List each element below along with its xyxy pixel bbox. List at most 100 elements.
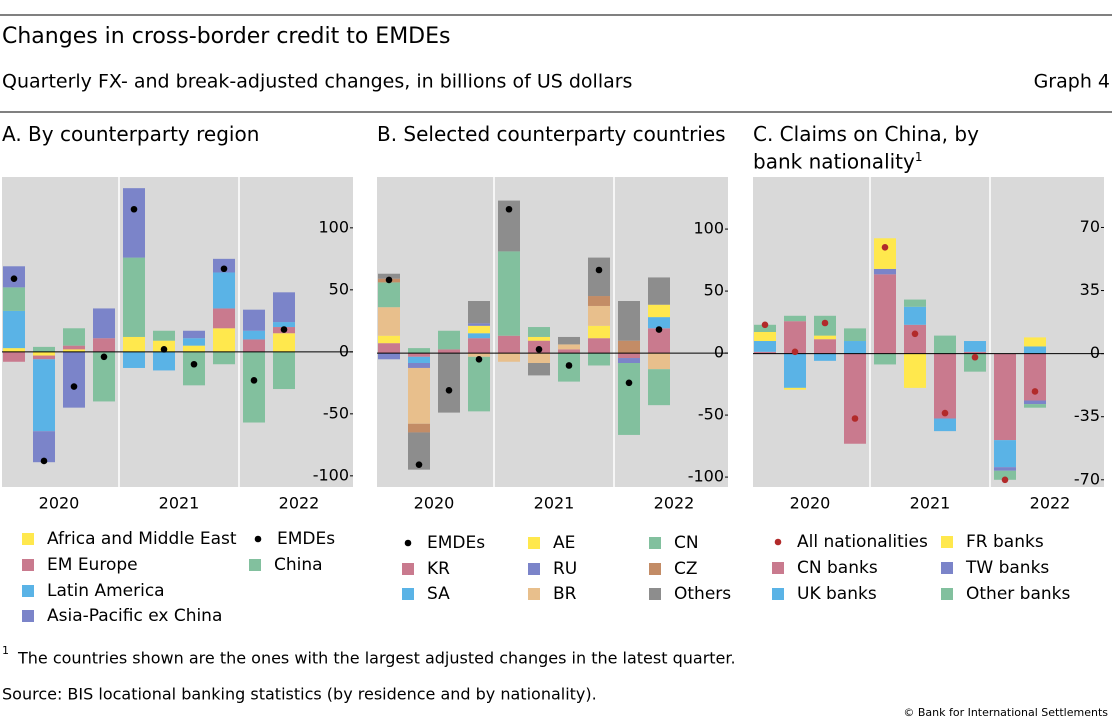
figure-subtitle: Quarterly FX- and break-adjusted changes… bbox=[2, 71, 632, 93]
bar bbox=[63, 328, 85, 346]
bar bbox=[528, 363, 550, 376]
bar bbox=[1024, 346, 1046, 354]
bar bbox=[3, 351, 25, 362]
bar bbox=[784, 315, 806, 322]
bar bbox=[243, 351, 265, 423]
legend-swatch bbox=[941, 536, 953, 548]
bar bbox=[243, 309, 265, 331]
y-tick-label: 100 bbox=[318, 217, 349, 236]
bar bbox=[648, 328, 670, 354]
y-tick-label: -100 bbox=[313, 465, 349, 484]
dot bbox=[851, 415, 859, 422]
bar bbox=[588, 305, 610, 326]
x-tick-label: 2021 bbox=[910, 494, 951, 513]
bar bbox=[904, 299, 926, 307]
bar bbox=[498, 200, 520, 252]
bar bbox=[408, 356, 430, 363]
bar bbox=[904, 306, 926, 325]
bar bbox=[784, 321, 806, 354]
bar bbox=[273, 333, 295, 352]
panel-title-text: C. Claims on China, by bank nationality bbox=[753, 122, 979, 174]
bar bbox=[123, 336, 145, 352]
bar bbox=[874, 274, 896, 354]
legend-label: Africa and Middle East bbox=[47, 529, 237, 549]
y-tick-label: -100 bbox=[688, 467, 724, 486]
legend-label: Other banks bbox=[966, 584, 1071, 604]
bar bbox=[964, 341, 986, 352]
x-tick-label: 2020 bbox=[39, 494, 80, 513]
bar bbox=[408, 363, 430, 368]
legend-label: FR banks bbox=[966, 532, 1044, 552]
bar bbox=[964, 353, 986, 372]
legend-label: China bbox=[274, 555, 323, 575]
bar bbox=[648, 369, 670, 406]
bar bbox=[618, 340, 640, 354]
bar bbox=[378, 307, 400, 336]
panel-title: C. Claims on China, by bank nationality1 bbox=[753, 123, 1028, 174]
legend-label: AE bbox=[553, 533, 575, 553]
bar bbox=[814, 339, 836, 354]
legend-label: Latin America bbox=[47, 581, 165, 601]
bar bbox=[3, 348, 25, 352]
bar bbox=[183, 338, 205, 346]
x-tick-label: 2021 bbox=[534, 494, 575, 513]
plot-background bbox=[753, 177, 1104, 487]
legend-label: CN bbox=[674, 533, 699, 553]
bar bbox=[183, 330, 205, 339]
legend-swatch bbox=[402, 563, 414, 575]
bar bbox=[438, 330, 460, 350]
x-tick-label: 2022 bbox=[654, 494, 695, 513]
bar bbox=[994, 467, 1016, 471]
dot bbox=[1031, 388, 1039, 395]
bar bbox=[468, 301, 490, 324]
legend-marker bbox=[404, 539, 412, 547]
bar bbox=[994, 440, 1016, 468]
dot bbox=[761, 321, 769, 329]
bar bbox=[754, 351, 776, 354]
bar bbox=[934, 353, 956, 419]
bar bbox=[558, 344, 580, 350]
y-tick-label: 70 bbox=[1080, 217, 1100, 236]
bar bbox=[408, 423, 430, 433]
legend-label: CZ bbox=[674, 559, 698, 579]
bar bbox=[784, 387, 806, 390]
bar bbox=[273, 292, 295, 323]
legend-swatch bbox=[22, 559, 34, 571]
legend-swatch bbox=[649, 588, 661, 600]
copyright: © Bank for International Settlements bbox=[903, 706, 1108, 719]
bar bbox=[63, 349, 85, 352]
legend-swatch bbox=[22, 533, 34, 545]
legend-swatch bbox=[772, 562, 784, 574]
bar bbox=[243, 339, 265, 352]
bar bbox=[468, 325, 490, 334]
bar bbox=[438, 353, 460, 413]
bar bbox=[588, 296, 610, 306]
bar bbox=[934, 418, 956, 432]
legend-label: EMDEs bbox=[427, 533, 485, 553]
y-tick-label: -35 bbox=[1074, 406, 1100, 425]
bar bbox=[273, 351, 295, 390]
bar bbox=[93, 338, 115, 352]
bar bbox=[1024, 353, 1046, 401]
bar bbox=[844, 353, 866, 444]
bar bbox=[618, 358, 640, 363]
source: Source: BIS locational banking statistic… bbox=[2, 685, 597, 704]
legend-marker bbox=[774, 538, 782, 546]
bar bbox=[33, 359, 55, 432]
bar bbox=[468, 353, 490, 357]
x-tick-label: 2022 bbox=[1030, 494, 1071, 513]
bar bbox=[408, 353, 430, 357]
legend-swatch bbox=[649, 563, 661, 575]
bar bbox=[378, 353, 400, 360]
bar bbox=[934, 335, 956, 354]
dot bbox=[385, 276, 393, 284]
bar bbox=[408, 348, 430, 354]
bar bbox=[243, 330, 265, 340]
legend-swatch bbox=[528, 588, 540, 600]
bar bbox=[468, 338, 490, 354]
bar bbox=[994, 470, 1016, 480]
dot bbox=[100, 353, 108, 361]
dot bbox=[565, 362, 573, 369]
bar bbox=[63, 351, 85, 408]
